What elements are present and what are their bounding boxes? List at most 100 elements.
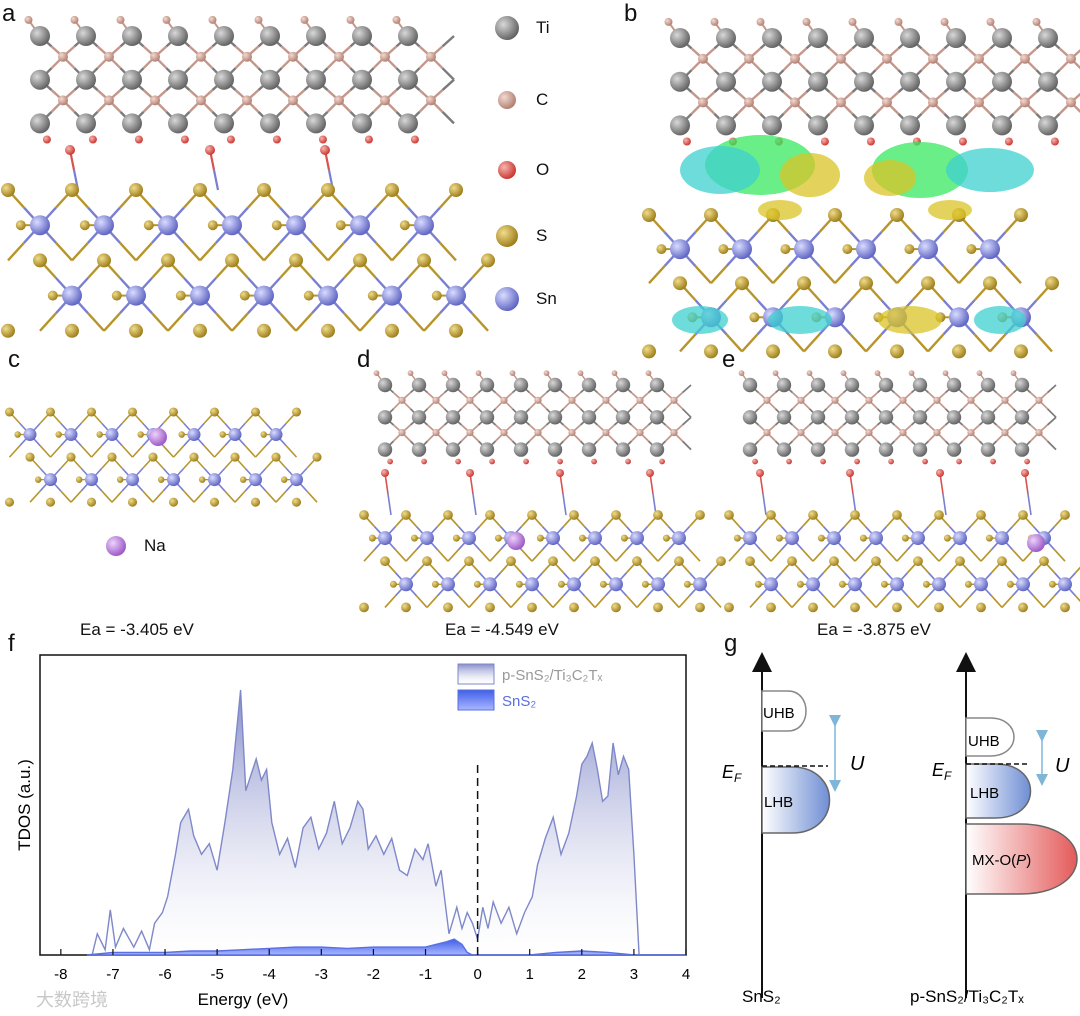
atom-o bbox=[88, 135, 97, 144]
atom-s bbox=[796, 580, 804, 588]
atom-s bbox=[1060, 510, 1070, 520]
atom-c bbox=[772, 370, 779, 376]
atom-sn bbox=[441, 577, 455, 592]
atom-o bbox=[786, 458, 792, 465]
atom-sn bbox=[126, 473, 139, 487]
atom-s bbox=[921, 276, 935, 291]
atom-s bbox=[148, 452, 158, 462]
legend-ti-label: Ti bbox=[536, 18, 550, 37]
atom-ti bbox=[810, 377, 826, 393]
atom-sn bbox=[94, 215, 114, 236]
x-tick-label: -8 bbox=[54, 966, 67, 983]
atom-c bbox=[670, 396, 678, 404]
atom-s bbox=[1018, 510, 1028, 520]
atom-s bbox=[985, 534, 993, 542]
left-lhb-band bbox=[761, 766, 831, 834]
atom-s bbox=[656, 244, 667, 255]
isosurface-blob bbox=[768, 306, 832, 334]
atom-s bbox=[33, 253, 47, 268]
atom-c bbox=[763, 429, 771, 437]
right-bottom-label: p-SnS₂/Ti₃C₂Tₓ bbox=[910, 987, 1024, 1006]
atom-na bbox=[1027, 534, 1045, 552]
atom-c bbox=[602, 396, 610, 404]
atom-s bbox=[481, 253, 495, 268]
atom-c bbox=[104, 95, 114, 106]
atom-sn bbox=[672, 531, 686, 546]
atom-sn bbox=[953, 531, 967, 546]
atom-s bbox=[943, 534, 951, 542]
atom-s bbox=[983, 276, 997, 291]
atom-c bbox=[894, 17, 903, 26]
atom-ti bbox=[398, 113, 418, 134]
atom-c bbox=[150, 95, 160, 106]
right-uhb-band bbox=[965, 717, 1015, 757]
atom-ti bbox=[776, 442, 792, 457]
atom-s bbox=[178, 431, 185, 438]
atom-ti bbox=[854, 115, 874, 136]
atom-s bbox=[674, 556, 684, 567]
atom-s bbox=[1014, 344, 1028, 359]
atom-c bbox=[568, 396, 576, 404]
atom-c bbox=[58, 51, 68, 62]
atom-ti bbox=[1038, 71, 1058, 92]
atom-ti bbox=[513, 377, 529, 393]
legend-s-ball bbox=[496, 225, 518, 247]
atom-c bbox=[942, 370, 949, 376]
atom-s bbox=[880, 580, 888, 588]
atom-o bbox=[956, 458, 962, 465]
atom-ti bbox=[377, 410, 393, 425]
atom-ti bbox=[581, 410, 597, 425]
atom-sn bbox=[890, 577, 904, 592]
atom-s bbox=[828, 344, 842, 359]
atom-ti bbox=[445, 442, 461, 457]
atom-s bbox=[271, 452, 281, 462]
atom-ti bbox=[1038, 28, 1058, 48]
isosurface-blob bbox=[780, 153, 840, 197]
atom-ti bbox=[844, 377, 860, 393]
atom-s bbox=[250, 497, 261, 507]
atom-sn bbox=[1016, 577, 1030, 592]
atom-ti bbox=[716, 115, 736, 136]
atom-s bbox=[754, 580, 762, 588]
atom-sn bbox=[208, 473, 221, 487]
atom-o bbox=[752, 458, 758, 465]
atom-s bbox=[25, 452, 35, 462]
isosurface-blob bbox=[878, 306, 942, 334]
atom-s bbox=[859, 276, 873, 291]
atom-sn bbox=[588, 531, 602, 546]
atom-c bbox=[509, 370, 516, 376]
atom-c bbox=[426, 95, 436, 106]
atom-c bbox=[670, 429, 678, 437]
atom-s bbox=[385, 183, 399, 197]
atom-sn bbox=[254, 285, 274, 306]
atom-sn bbox=[228, 428, 242, 442]
atom-c bbox=[831, 429, 839, 437]
atom-s bbox=[745, 556, 755, 567]
atom-s bbox=[838, 580, 846, 588]
atom-sn bbox=[856, 239, 876, 260]
legend-c-ball bbox=[498, 91, 516, 109]
atom-s bbox=[780, 244, 791, 255]
atom-sn bbox=[420, 531, 434, 546]
atom-c bbox=[797, 396, 805, 404]
atom-ti bbox=[214, 113, 234, 134]
atom-c bbox=[70, 15, 79, 24]
atom-s bbox=[716, 556, 726, 567]
x-tick-label: -6 bbox=[158, 966, 171, 983]
atom-ti bbox=[900, 115, 920, 136]
atom-s bbox=[766, 510, 776, 520]
atom-c bbox=[611, 370, 618, 376]
right-mxo-label: MX-O(P) bbox=[972, 852, 1031, 869]
atom-sn bbox=[918, 239, 938, 260]
atom-s bbox=[15, 220, 26, 231]
atom-c bbox=[865, 429, 873, 437]
atom-ti bbox=[900, 71, 920, 92]
atom-s bbox=[890, 344, 904, 359]
atom-s bbox=[4, 497, 15, 507]
atom-ti bbox=[615, 377, 631, 393]
atom-s bbox=[96, 431, 103, 438]
atom-ti bbox=[808, 71, 828, 92]
atom-c bbox=[334, 51, 344, 62]
left-ef-label: EF bbox=[722, 762, 742, 785]
atom-ti bbox=[912, 377, 928, 393]
